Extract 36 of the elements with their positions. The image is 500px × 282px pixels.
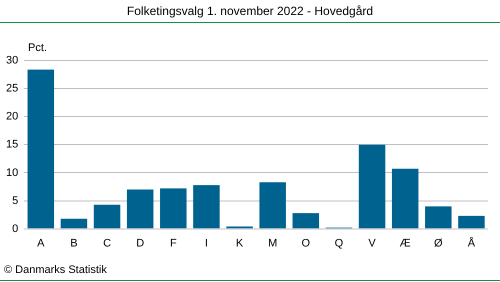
bar [94,204,120,228]
x-tick-label: D [136,237,144,250]
chart-title: Folketingsvalg 1. november 2022 - Hovedgård [126,4,374,18]
bar [60,218,88,228]
bar [259,182,286,228]
x-tick-label: A [37,237,46,250]
bar [193,185,220,228]
x-tick-label: O [302,237,311,250]
x-tick-label: Q [334,237,344,250]
bar [28,70,54,228]
x-tick-label: M [268,237,278,250]
y-tick-label: 30 [6,54,18,67]
x-tick-label: Ø [434,237,444,250]
y-tick-label: 0 [12,222,18,235]
bar [126,190,154,228]
bar [425,206,452,228]
x-tick-label: V [368,237,376,250]
x-tick-label: B [70,237,78,250]
y-tick-label: 25 [6,82,18,95]
bar [392,168,418,228]
bar [358,144,386,228]
y-tick-label: 10 [6,166,18,179]
x-tick-label: C [103,237,112,250]
bar [292,213,320,228]
text: © Danmarks Statistik [4,264,107,276]
y-tick-label: 15 [6,138,18,151]
x-tick-label: I [204,237,208,250]
y-tick-label: 20 [6,110,18,123]
bar [160,188,187,228]
x-tick-label: Æ [400,237,411,250]
x-tick-label: Å [468,236,476,250]
bar [458,216,485,228]
y-tick-label: 5 [12,194,18,207]
x-tick-label: K [236,237,244,250]
x-tick-label: F [170,237,177,250]
y-axis-title: Pct. [28,42,47,54]
